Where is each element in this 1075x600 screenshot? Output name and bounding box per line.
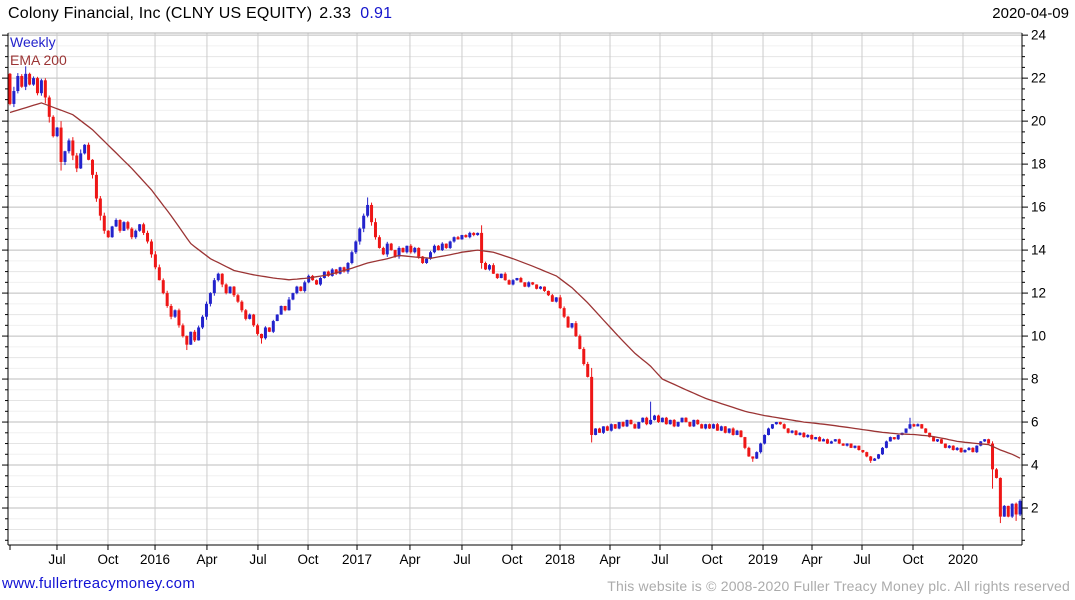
- site-link[interactable]: www.fullertreacymoney.com: [2, 575, 196, 592]
- x-axis-label: Jul: [249, 552, 266, 567]
- x-axis-label: 2019: [748, 552, 778, 567]
- x-axis-label: Apr: [600, 552, 622, 567]
- x-axis-label: 2016: [140, 552, 170, 567]
- y-axis-label: 2: [1031, 501, 1039, 516]
- last-price: 2.33: [319, 5, 352, 22]
- y-axis-label: 8: [1031, 372, 1039, 387]
- y-axis-label: 18: [1031, 157, 1046, 172]
- x-axis-label: Oct: [298, 552, 319, 567]
- x-axis-label: Jul: [453, 552, 470, 567]
- x-axis-label: Oct: [902, 552, 923, 567]
- interval-legend-label: Weekly: [10, 34, 56, 50]
- x-axis-label: Jul: [853, 552, 870, 567]
- x-axis-label: 2017: [342, 552, 372, 567]
- x-axis-label: Jul: [48, 552, 65, 567]
- y-axis-label: 6: [1031, 415, 1039, 430]
- y-axis-label: 22: [1031, 71, 1046, 86]
- chart-title: Colony Financial, Inc (CLNY US EQUITY) 2.…: [8, 5, 392, 23]
- x-axis-label: Apr: [399, 552, 421, 567]
- x-axis-label: 2020: [948, 552, 978, 567]
- x-axis-label: 2018: [545, 552, 575, 567]
- candles-layer: [8, 66, 1022, 524]
- x-axis-label: Apr: [801, 552, 823, 567]
- y-axis-label: 10: [1031, 329, 1046, 344]
- y-axis-label: 16: [1031, 200, 1046, 215]
- change-value: 0.91: [360, 5, 393, 22]
- x-axis-label: Oct: [702, 552, 723, 567]
- copyright-text: This website is © 2008-2020 Fuller Treac…: [607, 578, 1070, 594]
- y-axis-label: 14: [1031, 243, 1047, 258]
- chart-date: 2020-04-09: [992, 5, 1069, 22]
- y-axis-label: 20: [1031, 114, 1046, 129]
- y-axis-label: 24: [1031, 28, 1047, 43]
- ema-legend-label: EMA 200: [10, 52, 67, 68]
- grid-layer: [8, 33, 1022, 545]
- x-axis-label: Jul: [651, 552, 668, 567]
- ema-line: [9, 102, 1021, 459]
- x-axis-label: Oct: [97, 552, 118, 567]
- y-axis-label: 4: [1031, 458, 1039, 473]
- x-axis-label: Apr: [196, 552, 218, 567]
- x-axis-label: Oct: [501, 552, 522, 567]
- instrument-name: Colony Financial, Inc (CLNY US EQUITY): [8, 5, 313, 22]
- y-axis-label: 12: [1031, 286, 1046, 301]
